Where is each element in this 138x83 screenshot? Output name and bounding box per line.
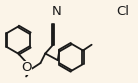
Text: O: O	[21, 61, 31, 74]
Text: Cl: Cl	[116, 5, 129, 18]
Text: N: N	[52, 5, 62, 18]
